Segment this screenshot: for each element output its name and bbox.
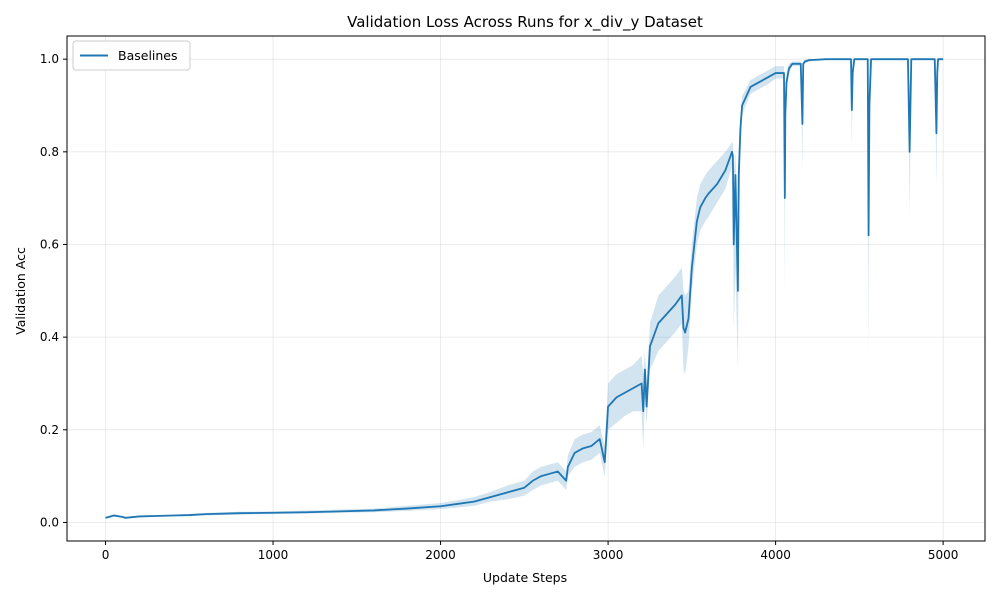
y-tick-label: 1.0: [40, 52, 59, 66]
x-tick-label: 4000: [760, 548, 791, 562]
y-tick-label: 0.0: [40, 515, 59, 529]
y-axis-ticks: 0.0 0.2 0.4 0.6 0.8 1.0: [40, 52, 67, 529]
plot-frame: [66, 35, 986, 542]
x-tick-label: 0: [102, 548, 110, 562]
series-line-baselines: [105, 58, 944, 519]
y-axis-label: Validation Acc: [13, 247, 28, 335]
y-tick-label: 0.2: [40, 423, 59, 437]
legend-label-baselines: Baselines: [118, 48, 178, 63]
x-tick-label: 3000: [593, 548, 624, 562]
x-axis-label: Update Steps: [483, 570, 567, 585]
x-tick-label: 5000: [928, 548, 959, 562]
x-tick-label: 1000: [258, 548, 289, 562]
x-tick-label: 2000: [425, 548, 456, 562]
y-tick-label: 0.8: [40, 145, 59, 159]
legend-box: [72, 40, 191, 71]
legend: Baselines: [72, 40, 191, 71]
y-tick-label: 0.4: [40, 330, 59, 344]
grid: [67, 36, 985, 541]
chart-title: Validation Loss Across Runs for x_div_y …: [347, 13, 703, 32]
x-axis-ticks: 0 1000 2000 3000 4000 5000: [102, 541, 959, 562]
y-tick-label: 0.6: [40, 237, 59, 251]
series-line-layer: [105, 58, 944, 519]
